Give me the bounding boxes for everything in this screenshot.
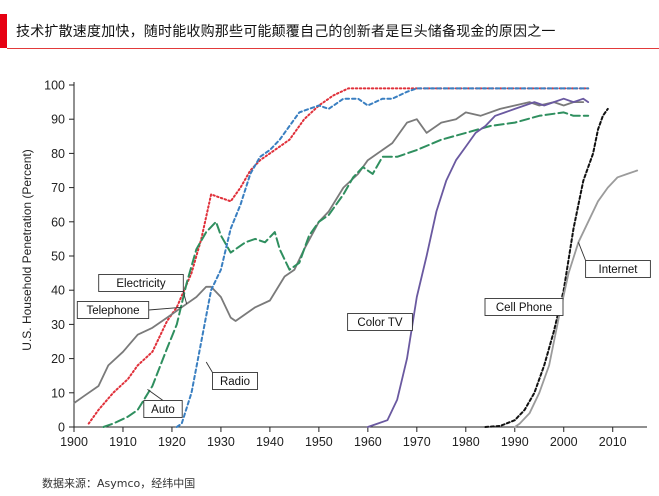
series-line-radio xyxy=(175,87,590,428)
y-tick-label: 40 xyxy=(51,284,65,298)
series-line-internet xyxy=(513,169,639,428)
label-box-auto xyxy=(143,400,183,418)
x-tick-label: 1920 xyxy=(158,435,186,449)
x-tick-label: 1970 xyxy=(403,435,431,449)
label-box-internet xyxy=(585,260,651,278)
source-note: 数据来源：Asymco，经纬中国 xyxy=(42,477,196,490)
x-tick-label: 1900 xyxy=(60,435,88,449)
series-label-auto: Auto xyxy=(151,404,175,416)
y-tick-label: 20 xyxy=(51,352,65,366)
series-line-telephone xyxy=(73,101,585,404)
y-tick-label: 70 xyxy=(51,181,65,195)
series-label-telephone: Telephone xyxy=(86,305,139,317)
y-tick-label: 80 xyxy=(51,147,65,161)
y-tick-label: 100 xyxy=(44,79,65,93)
label-box-electricity xyxy=(98,274,184,292)
y-tick-label: 50 xyxy=(51,250,65,264)
title-divider xyxy=(7,48,659,49)
series-label-internet: Internet xyxy=(599,264,639,276)
x-tick-label: 1980 xyxy=(452,435,480,449)
x-tick-label: 1990 xyxy=(501,435,529,449)
label-box-telephone xyxy=(76,301,150,319)
x-tick-label: 1910 xyxy=(109,435,137,449)
x-tick-label: 2000 xyxy=(550,435,578,449)
y-axis-label: U.S. Household Penetration (Percent) xyxy=(20,149,34,350)
series-label-electricity: Electricity xyxy=(116,278,165,290)
x-tick-label: 1960 xyxy=(354,435,382,449)
y-tick-label: 90 xyxy=(51,113,65,127)
series-line-electricity xyxy=(87,87,590,425)
y-tick-label: 60 xyxy=(51,215,65,229)
label-pointer-telephone xyxy=(148,306,182,311)
x-tick-label: 2010 xyxy=(599,435,627,449)
x-tick-label: 1930 xyxy=(207,435,235,449)
y-tick-label: 10 xyxy=(51,386,65,400)
label-pointer-radio xyxy=(205,361,213,373)
series-label-cell-phone: Cell Phone xyxy=(496,302,552,314)
label-pointer-internet xyxy=(578,242,587,261)
x-tick-label: 1940 xyxy=(256,435,284,449)
title-accent-bar xyxy=(0,14,7,48)
label-pointer-electricity xyxy=(182,291,188,304)
label-box-cell-phone xyxy=(484,298,564,316)
series-line-color-tv xyxy=(366,97,590,428)
label-box-color-tv xyxy=(347,313,413,331)
label-box-radio xyxy=(212,372,258,390)
series-label-radio: Radio xyxy=(220,376,250,388)
x-tick-label: 1950 xyxy=(305,435,333,449)
series-line-auto xyxy=(102,111,590,428)
penetration-chart: 0 10 20 30 40 50 60 70 80 90 100 1900 1910 1920 1930 19… xyxy=(20,79,651,449)
y-tick-label: 30 xyxy=(51,318,65,332)
label-pointer-auto xyxy=(147,389,164,401)
title-bar: 技术扩散速度加快，随时能收购那些可能颠覆自己的创新者是巨头储备现金的原因之一 xyxy=(0,14,659,48)
page-title: 技术扩散速度加快，随时能收购那些可能颠覆自己的创新者是巨头储备现金的原因之一 xyxy=(16,24,556,40)
series-label-color-tv: Color TV xyxy=(357,317,402,329)
y-tick-label: 0 xyxy=(58,421,65,435)
